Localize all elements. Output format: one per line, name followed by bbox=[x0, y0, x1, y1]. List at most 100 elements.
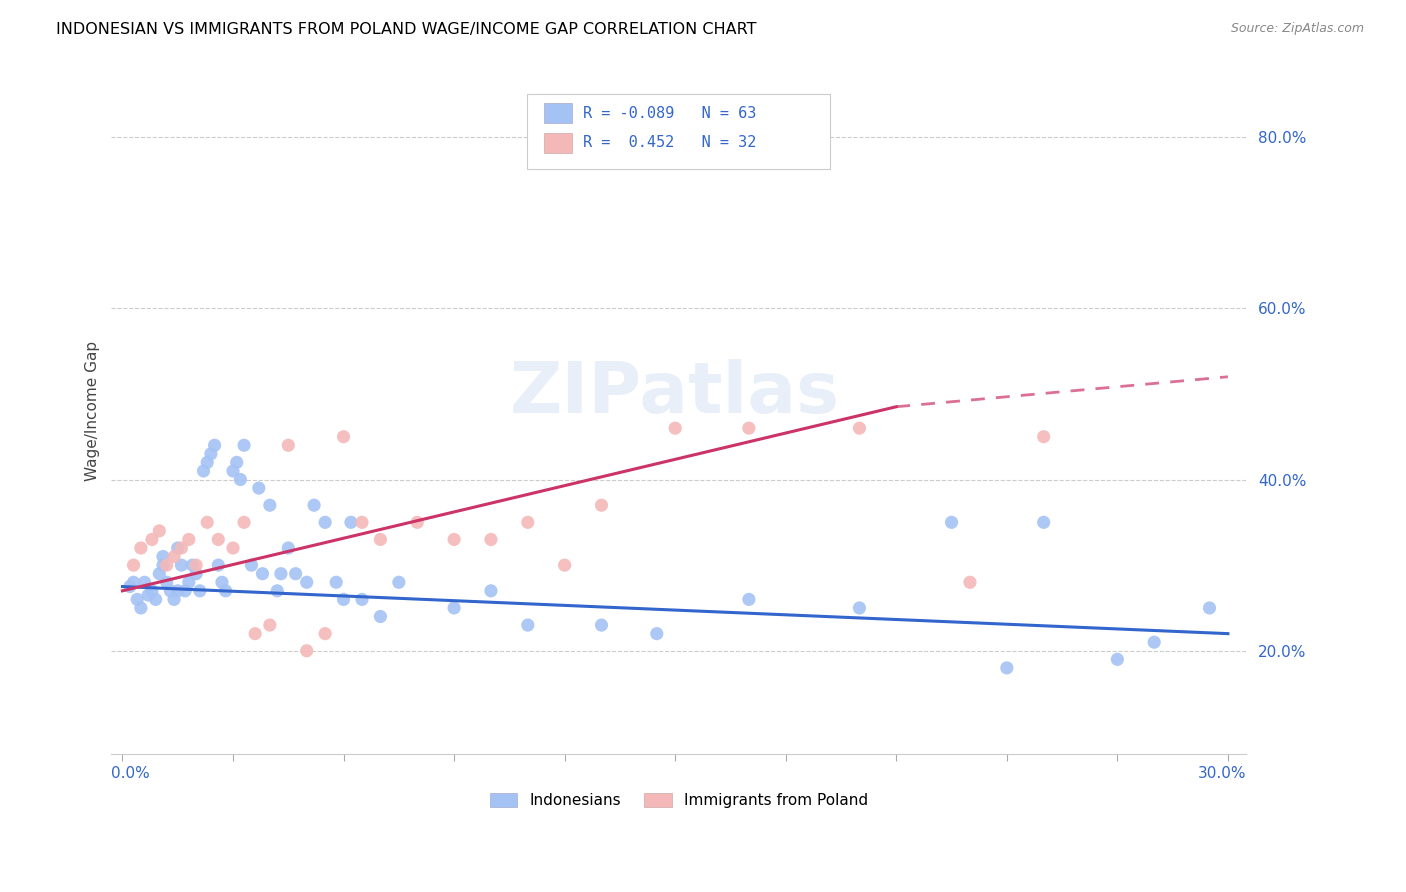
Point bbox=[181, 558, 204, 573]
Point bbox=[204, 438, 226, 452]
Point bbox=[207, 533, 229, 547]
Point bbox=[314, 516, 336, 530]
Point bbox=[995, 661, 1018, 675]
Point bbox=[314, 626, 336, 640]
Point bbox=[170, 558, 193, 573]
Point bbox=[302, 498, 325, 512]
Point bbox=[591, 498, 613, 512]
Point bbox=[195, 455, 218, 469]
Point bbox=[479, 533, 502, 547]
Text: R =  0.452   N = 32: R = 0.452 N = 32 bbox=[583, 136, 756, 150]
Point bbox=[134, 575, 156, 590]
Point bbox=[332, 430, 354, 444]
Text: Source: ZipAtlas.com: Source: ZipAtlas.com bbox=[1230, 22, 1364, 36]
Point bbox=[645, 626, 668, 640]
Point bbox=[370, 609, 392, 624]
Point bbox=[222, 541, 245, 555]
Point bbox=[350, 592, 373, 607]
Point bbox=[188, 583, 211, 598]
Point bbox=[1198, 601, 1220, 615]
Point bbox=[295, 644, 318, 658]
Point bbox=[284, 566, 307, 581]
Point bbox=[118, 580, 141, 594]
Point bbox=[222, 464, 245, 478]
Point bbox=[163, 592, 186, 607]
Text: ZIPatlas: ZIPatlas bbox=[510, 359, 841, 428]
Point bbox=[163, 549, 186, 564]
Point bbox=[122, 575, 145, 590]
Point bbox=[848, 601, 870, 615]
Point bbox=[233, 438, 256, 452]
Point bbox=[225, 455, 247, 469]
Point bbox=[148, 524, 170, 538]
Point bbox=[554, 558, 576, 573]
Point bbox=[443, 601, 465, 615]
Legend: Indonesians, Immigrants from Poland: Indonesians, Immigrants from Poland bbox=[484, 787, 875, 814]
Point bbox=[664, 421, 686, 435]
Point bbox=[259, 498, 281, 512]
Point bbox=[959, 575, 981, 590]
Point bbox=[277, 541, 299, 555]
Point bbox=[406, 516, 429, 530]
Point bbox=[388, 575, 411, 590]
Point bbox=[350, 516, 373, 530]
Point bbox=[259, 618, 281, 632]
Point bbox=[207, 558, 229, 573]
Point bbox=[479, 583, 502, 598]
Point bbox=[195, 516, 218, 530]
Point bbox=[129, 601, 152, 615]
Point bbox=[156, 575, 179, 590]
Text: INDONESIAN VS IMMIGRANTS FROM POLAND WAGE/INCOME GAP CORRELATION CHART: INDONESIAN VS IMMIGRANTS FROM POLAND WAG… bbox=[56, 22, 756, 37]
Text: 0.0%: 0.0% bbox=[111, 766, 150, 781]
Point bbox=[516, 516, 538, 530]
Point bbox=[738, 592, 761, 607]
Point bbox=[186, 566, 208, 581]
Point bbox=[141, 533, 163, 547]
Point bbox=[141, 583, 163, 598]
Point bbox=[159, 583, 181, 598]
Point bbox=[1107, 652, 1129, 666]
Point bbox=[240, 558, 263, 573]
Point bbox=[170, 541, 193, 555]
Point bbox=[136, 588, 159, 602]
Point bbox=[127, 592, 149, 607]
Point bbox=[1143, 635, 1166, 649]
Point bbox=[516, 618, 538, 632]
Point bbox=[941, 516, 963, 530]
Point bbox=[270, 566, 292, 581]
Point bbox=[332, 592, 354, 607]
Point bbox=[152, 558, 174, 573]
Point bbox=[233, 516, 256, 530]
Point bbox=[229, 473, 252, 487]
Point bbox=[193, 464, 215, 478]
Point bbox=[325, 575, 347, 590]
Point bbox=[148, 566, 170, 581]
Point bbox=[591, 618, 613, 632]
Point bbox=[177, 533, 200, 547]
Point bbox=[848, 421, 870, 435]
Point bbox=[200, 447, 222, 461]
Point bbox=[443, 533, 465, 547]
Point bbox=[738, 421, 761, 435]
Point bbox=[277, 438, 299, 452]
Point bbox=[243, 626, 266, 640]
Point bbox=[340, 516, 363, 530]
Point bbox=[129, 541, 152, 555]
Point bbox=[177, 575, 200, 590]
Text: 30.0%: 30.0% bbox=[1198, 766, 1246, 781]
Point bbox=[370, 533, 392, 547]
Point bbox=[247, 481, 270, 495]
Point bbox=[186, 558, 208, 573]
Point bbox=[122, 558, 145, 573]
Point bbox=[252, 566, 274, 581]
Text: R = -0.089   N = 63: R = -0.089 N = 63 bbox=[583, 106, 756, 120]
Point bbox=[145, 592, 167, 607]
Point bbox=[211, 575, 233, 590]
Y-axis label: Wage/Income Gap: Wage/Income Gap bbox=[86, 341, 100, 481]
Point bbox=[1032, 516, 1054, 530]
Point bbox=[295, 575, 318, 590]
Point bbox=[174, 583, 197, 598]
Point bbox=[152, 549, 174, 564]
Point bbox=[1032, 430, 1054, 444]
Point bbox=[156, 558, 179, 573]
